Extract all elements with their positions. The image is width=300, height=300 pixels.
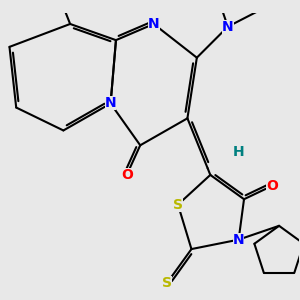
Text: N: N [233,232,244,247]
Text: O: O [266,179,278,193]
Text: N: N [222,20,234,34]
Text: O: O [121,168,133,182]
Text: H: H [233,145,244,159]
Text: N: N [105,97,116,110]
Text: S: S [173,198,183,212]
Text: S: S [162,276,172,290]
Text: N: N [148,17,160,31]
